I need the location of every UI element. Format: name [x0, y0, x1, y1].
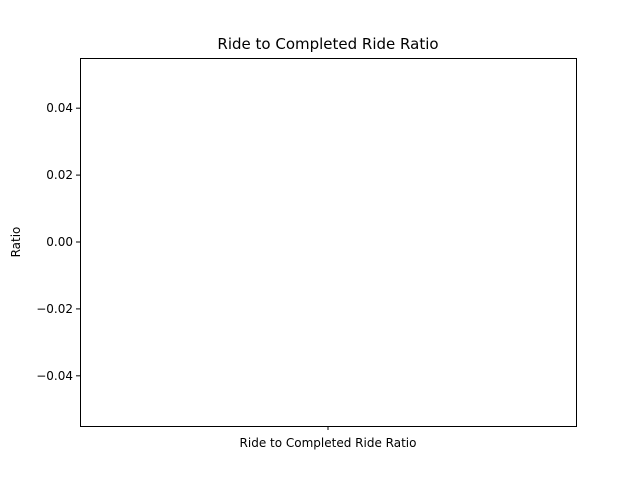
y-tick-label: 0.04	[46, 101, 73, 115]
y-tick-label: −0.04	[36, 369, 73, 383]
y-tick-label: −0.02	[36, 302, 73, 316]
y-axis-label: Ratio	[9, 227, 23, 258]
y-tick-label: 0.02	[46, 168, 73, 182]
y-axis: −0.04 −0.02 0.00 0.02 0.04	[36, 101, 80, 383]
plot-frame	[80, 58, 577, 427]
x-axis: Ride to Completed Ride Ratio	[240, 426, 417, 450]
x-tick-label: Ride to Completed Ride Ratio	[240, 436, 417, 450]
chart-title: Ride to Completed Ride Ratio	[217, 35, 438, 53]
plot-area	[80, 58, 577, 427]
y-tick-label: 0.00	[46, 235, 73, 249]
